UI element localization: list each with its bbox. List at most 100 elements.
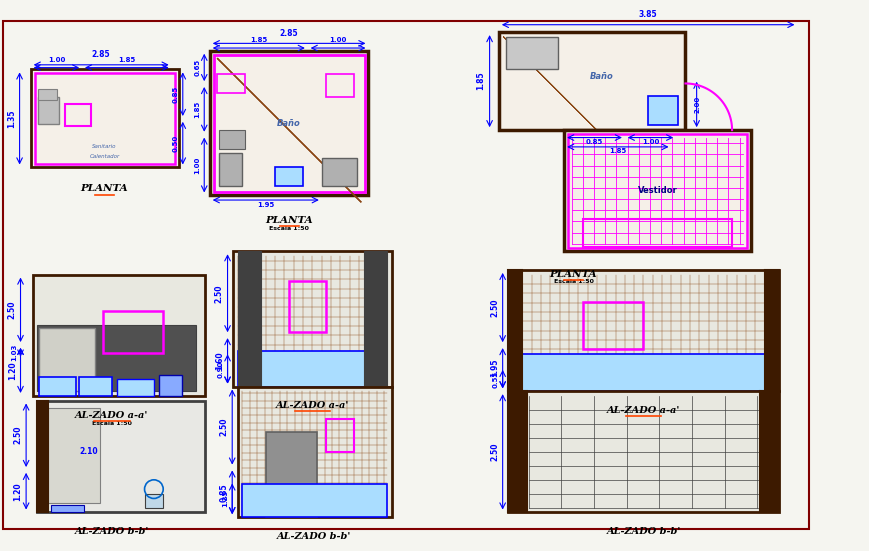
- Bar: [144, 494, 163, 508]
- Text: 1.00: 1.00: [641, 139, 659, 145]
- Bar: [219, 130, 245, 149]
- Text: 0.65: 0.65: [195, 59, 200, 76]
- Bar: [65, 104, 91, 126]
- Text: 2.00: 2.00: [693, 96, 700, 113]
- Text: 2.10: 2.10: [79, 447, 98, 456]
- Bar: [513, 354, 773, 391]
- Text: AL-ZADO a-a': AL-ZADO a-a': [75, 411, 149, 420]
- Text: 0.90: 0.90: [217, 360, 223, 377]
- Bar: [37, 401, 49, 512]
- Bar: [582, 219, 731, 247]
- Bar: [219, 153, 242, 186]
- Bar: [760, 391, 778, 512]
- Text: 0.85: 0.85: [585, 139, 602, 145]
- Bar: [326, 74, 354, 98]
- Bar: [209, 51, 368, 196]
- Bar: [30, 69, 179, 168]
- Text: 0.85: 0.85: [173, 85, 179, 103]
- Text: AL-ZADO a-a': AL-ZADO a-a': [606, 406, 680, 415]
- Bar: [51, 505, 83, 512]
- Bar: [237, 387, 391, 517]
- Text: 1.85: 1.85: [195, 101, 200, 118]
- Text: 2.50: 2.50: [13, 426, 23, 445]
- Bar: [213, 55, 364, 192]
- Text: 0.85: 0.85: [219, 483, 229, 501]
- Bar: [35, 73, 176, 164]
- Text: AL-ZADO b-b': AL-ZADO b-b': [606, 527, 680, 536]
- Bar: [564, 130, 750, 251]
- Text: 1.00: 1.00: [195, 156, 200, 174]
- Text: AL-ZADO b-b': AL-ZADO b-b': [276, 532, 351, 541]
- Text: AL-ZADO a-a': AL-ZADO a-a': [275, 402, 348, 410]
- Text: 1.85: 1.85: [608, 148, 626, 154]
- Bar: [49, 408, 100, 503]
- Bar: [237, 351, 387, 387]
- Text: 1.25: 1.25: [222, 490, 229, 507]
- Bar: [237, 251, 261, 387]
- Bar: [764, 270, 778, 391]
- Bar: [38, 98, 59, 123]
- Bar: [36, 119, 173, 162]
- Text: 1.35: 1.35: [7, 109, 16, 128]
- Bar: [498, 32, 685, 130]
- Bar: [38, 89, 56, 100]
- Bar: [326, 419, 354, 452]
- Bar: [33, 274, 205, 396]
- Text: PLANTA: PLANTA: [81, 184, 128, 193]
- Bar: [567, 134, 746, 247]
- Text: Escala 1:50: Escala 1:50: [92, 421, 132, 426]
- Bar: [37, 325, 196, 391]
- Text: 2.50: 2.50: [8, 300, 17, 319]
- Bar: [363, 251, 387, 387]
- Text: PLANTA: PLANTA: [265, 216, 313, 225]
- Text: 1.60: 1.60: [215, 352, 223, 370]
- Text: 2.50: 2.50: [489, 298, 498, 317]
- Bar: [242, 484, 387, 517]
- Bar: [39, 328, 95, 391]
- Bar: [647, 95, 677, 126]
- Text: 1.03: 1.03: [10, 344, 17, 361]
- Text: 2.50: 2.50: [215, 284, 223, 302]
- Text: 1.85: 1.85: [118, 57, 136, 63]
- Bar: [289, 281, 326, 332]
- Text: 2.50: 2.50: [489, 442, 498, 461]
- Bar: [36, 76, 173, 119]
- Text: Baño: Baño: [277, 119, 301, 128]
- Text: 0.55: 0.55: [493, 370, 498, 388]
- Bar: [37, 401, 205, 512]
- Text: 0.50: 0.50: [173, 134, 179, 152]
- Text: AL-ZADO b-b': AL-ZADO b-b': [75, 527, 149, 536]
- Bar: [503, 37, 680, 126]
- Text: PLANTA: PLANTA: [549, 270, 597, 279]
- Bar: [217, 58, 361, 188]
- Bar: [582, 302, 643, 349]
- Bar: [322, 158, 357, 186]
- Bar: [103, 311, 163, 353]
- Bar: [507, 270, 778, 391]
- Text: 1.95: 1.95: [257, 202, 274, 208]
- Text: 1.95: 1.95: [489, 359, 498, 377]
- Bar: [507, 270, 521, 391]
- Text: 2.50: 2.50: [219, 418, 229, 436]
- Text: 3.85: 3.85: [638, 10, 657, 19]
- Text: Sanitario: Sanitario: [92, 144, 116, 149]
- Text: Escala 1:50: Escala 1:50: [553, 279, 593, 284]
- Text: 1.20: 1.20: [13, 482, 23, 500]
- Text: 1.00: 1.00: [329, 37, 347, 44]
- Bar: [116, 379, 154, 396]
- Bar: [275, 168, 302, 186]
- Text: 1.00: 1.00: [48, 57, 65, 63]
- Bar: [79, 377, 112, 396]
- Bar: [233, 251, 391, 387]
- Bar: [217, 74, 245, 93]
- Text: Baño: Baño: [589, 72, 613, 82]
- Text: Escala 1:50: Escala 1:50: [269, 226, 308, 231]
- Text: 1.85: 1.85: [475, 72, 484, 90]
- Text: 1.20: 1.20: [8, 361, 17, 380]
- Text: 2.85: 2.85: [92, 50, 110, 59]
- Text: 2.85: 2.85: [280, 29, 298, 38]
- Bar: [507, 391, 778, 512]
- Text: 1.85: 1.85: [250, 37, 267, 44]
- Bar: [507, 391, 527, 512]
- Bar: [158, 375, 182, 396]
